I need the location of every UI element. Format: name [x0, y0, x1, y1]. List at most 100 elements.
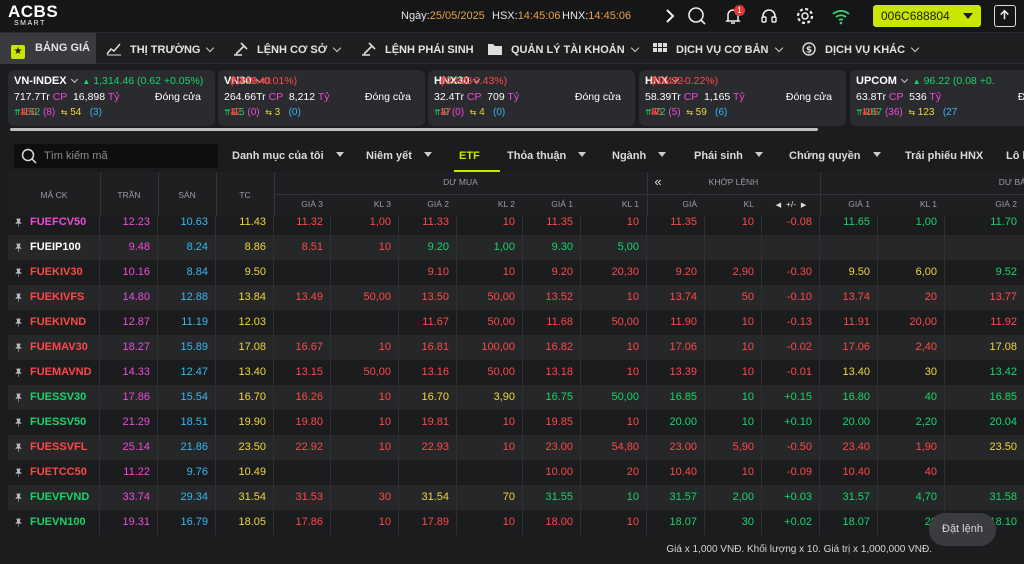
- index-card-hnx30[interactable]: HNX30 ▼ 427.23 (-1.84 -0.43%) 32.4Tr CP 7…: [428, 70, 635, 126]
- index-card-hnx[interactable]: HNX ▼ 216.32 (-0.47 -0.22%) 58.39Tr CP 1,…: [639, 70, 846, 126]
- table-row[interactable]: FUEVN100 19.31 16.79 18.05 17.86 10 17.89 10 18.…: [8, 510, 1024, 535]
- tab-lo-le[interactable]: Lô lẻ: [1006, 150, 1024, 162]
- cell-b3: 31.53: [274, 485, 331, 510]
- pin-icon[interactable]: [14, 318, 23, 327]
- table-row[interactable]: FUEKIV30 10.16 8.84 9.50 9.10 10 9.20 20,30 9.20…: [8, 260, 1024, 285]
- gear-icon[interactable]: [795, 6, 815, 26]
- place-order-button[interactable]: Đặt lệnh: [929, 513, 996, 546]
- nav-lenh-co-so[interactable]: LỆNH CƠ SỞ: [233, 33, 342, 64]
- cell-ce: 9.48: [100, 235, 158, 260]
- headset-icon[interactable]: [759, 6, 779, 26]
- table-row[interactable]: FUEKIVND 12.87 11.19 12.03 11.67 50,00 11.68 50…: [8, 310, 1024, 335]
- table-row[interactable]: FUEMAVND 14.33 12.47 13.40 13.15 50,00 13.16 50…: [8, 360, 1024, 385]
- cell-mk: 10: [705, 385, 762, 410]
- cell-k2: 10: [457, 210, 523, 235]
- pin-icon[interactable]: [14, 218, 23, 227]
- pin-icon[interactable]: [14, 493, 23, 502]
- cell-ak1: 6,00: [878, 260, 945, 285]
- cell-sym[interactable]: FUESSVFL: [8, 435, 100, 460]
- cell-b1: 10.00: [523, 460, 581, 485]
- cell-ch: -0.08: [762, 210, 820, 235]
- cell-b3: 16.67: [274, 335, 331, 360]
- pin-icon[interactable]: [14, 343, 23, 352]
- pin-icon[interactable]: [14, 393, 23, 402]
- nav-lenh-phai-sinh[interactable]: LỆNH PHÁI SINH: [361, 33, 474, 64]
- account-number: 006C688804: [881, 9, 950, 23]
- index-volume: 58.39Tr: [645, 91, 681, 103]
- tab-danh-muc[interactable]: Danh mục của tôi: [232, 150, 344, 162]
- cell-sym[interactable]: FUEVN100: [8, 510, 100, 535]
- nav-thi-truong[interactable]: THỊ TRƯỜNG: [106, 33, 215, 64]
- index-value: ▲: [82, 77, 91, 86]
- index-card-upcom[interactable]: UPCOM ▲ 96.22 (0.08 +0. 63.8Tr CP 536 Tỷ Đ…: [850, 70, 1024, 126]
- cell-sym[interactable]: FUEMAVND: [8, 360, 100, 385]
- advancers: 15: [233, 107, 245, 118]
- search-icon[interactable]: [687, 6, 707, 26]
- cell-a2: 11.70: [945, 210, 1024, 235]
- cell-ch: -0.50: [762, 435, 820, 460]
- index-card-vn-index[interactable]: VN-INDEX ▲ 1,314.46 (0.62 +0.05%) 717.7Tr…: [8, 70, 215, 126]
- cell-sym[interactable]: FUETCC50: [8, 460, 100, 485]
- chevron-right-icon[interactable]: [660, 6, 680, 26]
- account-selector[interactable]: 006C688804: [873, 5, 981, 27]
- tab-chung-quyen[interactable]: Chứng quyền: [789, 150, 881, 162]
- cell-a1: 17.06: [820, 335, 878, 360]
- nav-dich-vu-co-ban[interactable]: DỊCH VỤ CƠ BẢN: [652, 33, 783, 64]
- table-row[interactable]: FUESSV30 17.86 15.54 16.70 16.26 10 16.70 3,90 1…: [8, 385, 1024, 410]
- table-row[interactable]: FUESSVFL 25.14 21.86 23.50 22.92 10 22.93 10 23.…: [8, 435, 1024, 460]
- table-row[interactable]: FUEVFVND 33.74 29.34 31.54 31.53 30 31.54 70 31.…: [8, 485, 1024, 510]
- cell-sym[interactable]: FUEVFVND: [8, 485, 100, 510]
- index-card-vn30[interactable]: VN30 ▼ 1,409.40 (-0.16 -0.01%) 264.66Tr C…: [218, 70, 425, 126]
- cell-b1: 13.52: [523, 285, 581, 310]
- table-row[interactable]: FUEIP100 9.48 8.24 8.86 8.51 10 9.20 1,00 9.30 5,…: [8, 235, 1024, 260]
- table-row[interactable]: FUESSV50 21.29 18.51 19.90 19.80 10 19.81 10 19.…: [8, 410, 1024, 435]
- table-row[interactable]: FUEKIVFS 14.80 12.88 13.84 13.49 50,00 13.50 50…: [8, 285, 1024, 310]
- search-input[interactable]: Tìm kiếm mã: [14, 144, 218, 168]
- cell-m: 13.39: [647, 360, 705, 385]
- logo-sub: SMART: [14, 20, 46, 27]
- pin-icon[interactable]: [14, 293, 23, 302]
- horizontal-scrollbar[interactable]: [10, 128, 818, 131]
- nav-quan-ly-tai-khoan[interactable]: QUẢN LÝ TÀI KHOẢN: [487, 33, 639, 64]
- nav-dich-vu-khac[interactable]: $ DỊCH VỤ KHÁC: [801, 33, 920, 64]
- cell-fl: 8.24: [158, 235, 216, 260]
- tab-trai-phieu-hnx[interactable]: Trái phiếu HNX: [905, 150, 984, 162]
- table-row[interactable]: FUEFCV50 12.23 10.63 11.43 11.32 1,00 11.33 10 1…: [8, 210, 1024, 235]
- pin-icon[interactable]: [14, 418, 23, 427]
- cell-sym[interactable]: FUESSV50: [8, 410, 100, 435]
- tab-phai-sinh[interactable]: Phái sinh: [694, 150, 763, 162]
- pin-icon[interactable]: [14, 268, 23, 277]
- cell-sym[interactable]: FUEKIV30: [8, 260, 100, 285]
- pin-icon[interactable]: [14, 518, 23, 527]
- cell-ch: -0.13: [762, 310, 820, 335]
- cell-b1: 11.68: [523, 310, 581, 335]
- collapse-columns-icon[interactable]: «: [654, 174, 662, 189]
- pin-icon[interactable]: [14, 443, 23, 452]
- cell-sym[interactable]: FUESSV30: [8, 385, 100, 410]
- table-row[interactable]: FUETCC50 11.22 9.76 10.49 10.00 20 10.40 10 -0.0…: [8, 460, 1024, 485]
- cell-rf: 12.03: [216, 310, 274, 335]
- cell-sym[interactable]: FUEKIVFS: [8, 285, 100, 310]
- cell-m: 13.74: [647, 285, 705, 310]
- tab-niem-yet[interactable]: Niêm yết: [366, 150, 432, 162]
- tab-nganh[interactable]: Ngành: [612, 150, 667, 162]
- pin-icon[interactable]: [14, 468, 23, 477]
- pin-icon[interactable]: [14, 368, 23, 377]
- cell-sym[interactable]: FUEFCV50: [8, 210, 100, 235]
- index-amount: 16,898: [72, 91, 106, 103]
- table-row[interactable]: FUEMAV30 18.27 15.89 17.08 16.67 10 16.81 100,0…: [8, 335, 1024, 360]
- pin-icon[interactable]: [14, 243, 23, 252]
- cell-ce: 14.33: [100, 360, 158, 385]
- logo[interactable]: ACBS SMART: [8, 3, 68, 31]
- tab-thoa-thuan[interactable]: Thỏa thuận: [507, 150, 587, 162]
- tab-etf[interactable]: ETF: [459, 150, 480, 162]
- cell-k3: 1,00: [331, 210, 399, 235]
- cell-sym[interactable]: FUEKIVND: [8, 310, 100, 335]
- cell-sym[interactable]: FUEMAV30: [8, 335, 100, 360]
- index-status: Đóng cửa: [785, 91, 832, 103]
- logout-icon[interactable]: [994, 5, 1016, 27]
- cell-sym[interactable]: FUEIP100: [8, 235, 100, 260]
- nav-bang-gia[interactable]: ★ BẢNG GIÁ: [0, 33, 96, 64]
- cell-m: 23.00: [647, 435, 705, 460]
